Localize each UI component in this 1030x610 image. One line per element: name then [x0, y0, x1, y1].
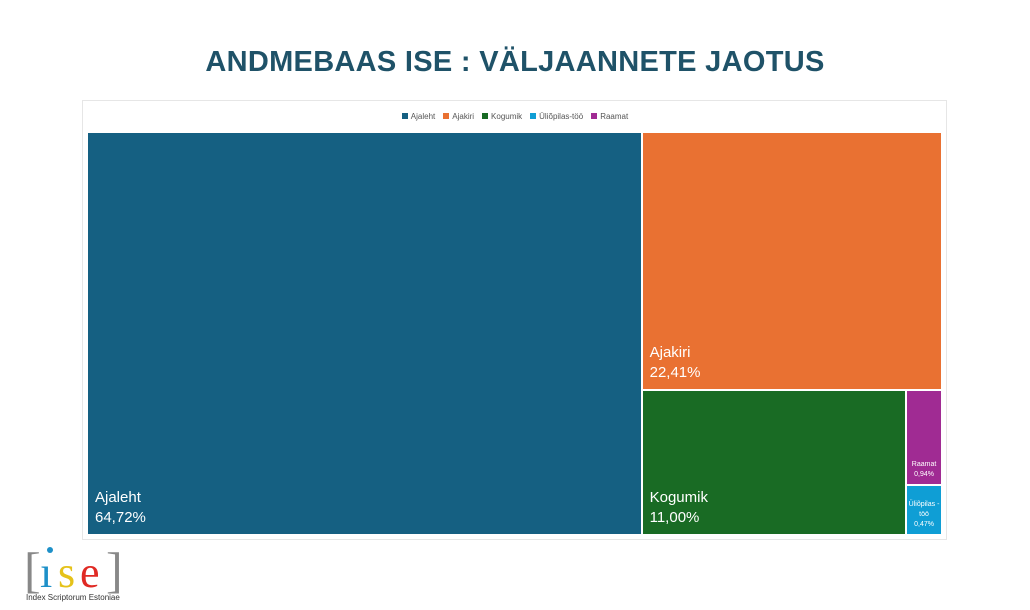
svg-text:ı: ı — [40, 548, 52, 597]
legend-swatch — [401, 113, 408, 119]
legend-swatch — [591, 113, 598, 119]
tile-value: 0,94% — [914, 471, 934, 479]
tile-category: Ajakiri — [649, 344, 691, 362]
legend-item: Üliõpilas-töö — [530, 112, 583, 121]
legend-item: Kogumik — [482, 112, 522, 121]
tile-ajaleht: Ajaleht 64,72% — [88, 133, 641, 534]
tile-label: Ajaleht 64,72% — [95, 488, 146, 528]
legend-label: Ajaleht — [410, 112, 436, 121]
svg-text:e: e — [80, 548, 100, 597]
tile-value: 11,00% — [649, 508, 700, 526]
legend-swatch — [530, 113, 537, 119]
tile-value: 64,72% — [95, 509, 146, 526]
legend-label: Üliõpilas-töö — [539, 112, 584, 121]
legend-label: Kogumik — [491, 112, 523, 121]
tile-category: Kogumik — [649, 488, 708, 506]
tile-category: Raamat — [911, 461, 937, 469]
legend-item: Ajakiri — [443, 112, 474, 121]
legend-label: Ajakiri — [452, 112, 475, 121]
tile-raamat: Raamat 0,94% — [907, 391, 941, 485]
legend-label: Raamat — [600, 112, 629, 121]
legend-swatch — [482, 113, 489, 119]
tile-category: Ajaleht — [95, 489, 141, 506]
legend: Ajaleht Ajakiri Kogumik Üliõpilas-töö Raamat — [0, 112, 1030, 121]
tile-value: 22,41% — [649, 364, 701, 382]
tile-category: Üliõpilas -töö — [908, 500, 940, 518]
logo-caption: Index Scriptorum Estoniae — [26, 593, 120, 602]
tile-lipilast: Üliõpilas -töö 0,47% — [907, 486, 941, 534]
chart-panel — [82, 100, 947, 540]
svg-text:s: s — [58, 548, 75, 597]
tile-label: Üliõpilas -töö 0,47% — [907, 500, 941, 530]
ise-logo: [ ı s e ] Index Scriptorum Estoniae — [24, 540, 134, 605]
tile-label: Raamat 0,94% — [907, 460, 941, 480]
tile-ajakiri: Ajakiri 22,41% — [642, 133, 941, 390]
legend-item: Raamat — [591, 112, 628, 121]
legend-item: Ajaleht — [401, 112, 436, 121]
tile-label: Kogumik 11,00% — [650, 488, 708, 528]
chart-title: ANDMEBAAS ISE : VÄLJAANNETE JAOTUS — [205, 46, 825, 78]
svg-text:]: ] — [106, 542, 123, 598]
tile-kogumik: Kogumik 11,00% — [642, 391, 906, 534]
legend-swatch — [443, 113, 450, 119]
svg-text:[: [ — [24, 542, 41, 598]
tile-value: 0,47% — [914, 520, 934, 528]
tile-label: Ajakiri 22,41% — [650, 343, 701, 383]
